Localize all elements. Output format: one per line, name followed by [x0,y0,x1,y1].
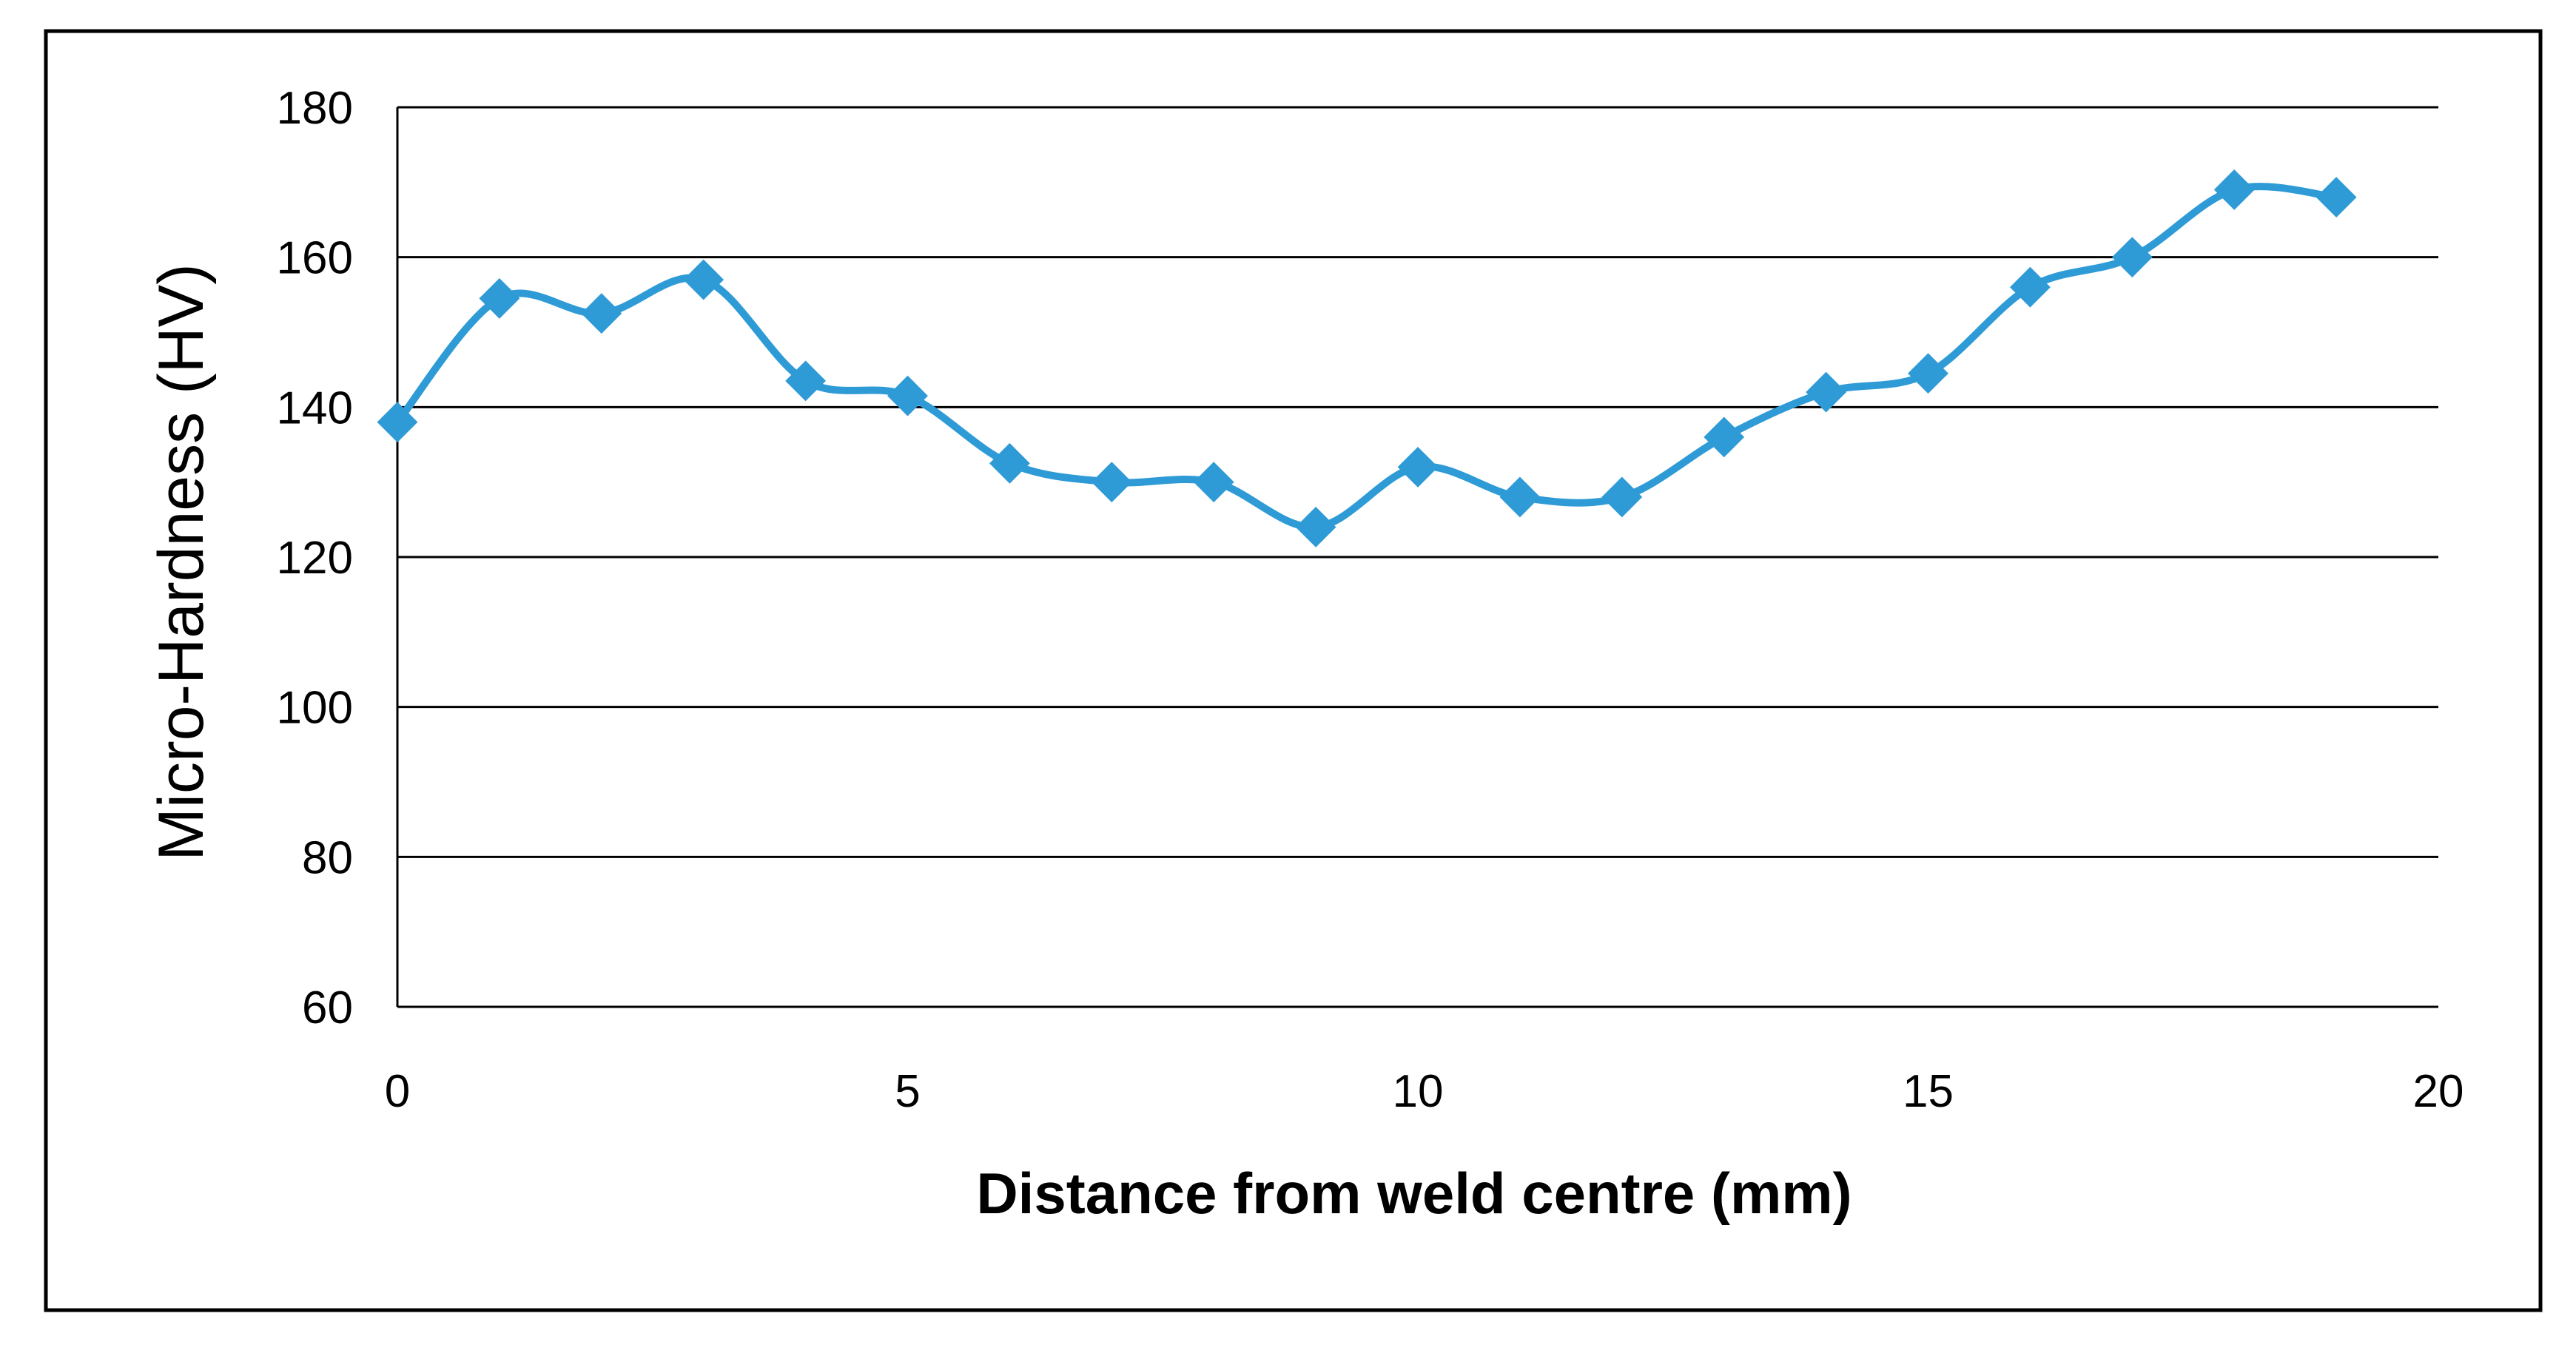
y-tick-label-160: 160 [277,233,353,284]
data-point-12 [1601,476,1643,518]
x-tick-label-15: 15 [1903,1066,1954,1117]
y-axis-title: Micro-Hardness (HV) [146,263,217,861]
data-point-16 [2009,266,2051,308]
x-tick-label-0: 0 [385,1066,410,1117]
data-point-8 [1193,462,1234,503]
data-point-1 [479,277,520,319]
data-point-18 [2213,169,2255,210]
data-point-4 [785,360,827,402]
y-tick-label-100: 100 [277,683,353,734]
data-point-0 [377,402,418,443]
y-tick-label-180: 180 [277,83,353,134]
data-point-3 [683,259,724,300]
y-tick-label-140: 140 [277,382,353,434]
y-tick-label-120: 120 [277,533,353,584]
data-point-10 [1397,446,1439,488]
x-tick-label-10: 10 [1393,1066,1444,1117]
x-tick-labels: 0 5 10 15 20 [385,1066,2464,1117]
data-markers [377,169,2357,547]
y-tick-label-80: 80 [302,832,353,883]
data-point-17 [2111,237,2153,278]
axes [396,107,2438,1008]
chart-frame [44,29,2543,1312]
data-point-6 [989,442,1030,484]
y-tick-label-60: 60 [302,982,353,1033]
data-point-19 [2316,177,2357,218]
x-axis-title: Distance from weld centre (mm) [976,1161,1852,1226]
data-point-9 [1295,507,1336,547]
data-point-15 [1908,353,1948,394]
data-point-14 [1806,371,1847,413]
x-tick-label-20: 20 [2413,1066,2464,1117]
y-tick-labels: 60 80 100 120 140 160 180 [277,83,353,1033]
data-point-11 [1499,476,1541,518]
gridlines [397,106,2438,858]
data-point-13 [1704,416,1745,458]
data-point-5 [887,375,928,416]
data-point-2 [581,293,622,334]
x-tick-label-5: 5 [895,1066,920,1117]
data-point-7 [1091,462,1132,503]
